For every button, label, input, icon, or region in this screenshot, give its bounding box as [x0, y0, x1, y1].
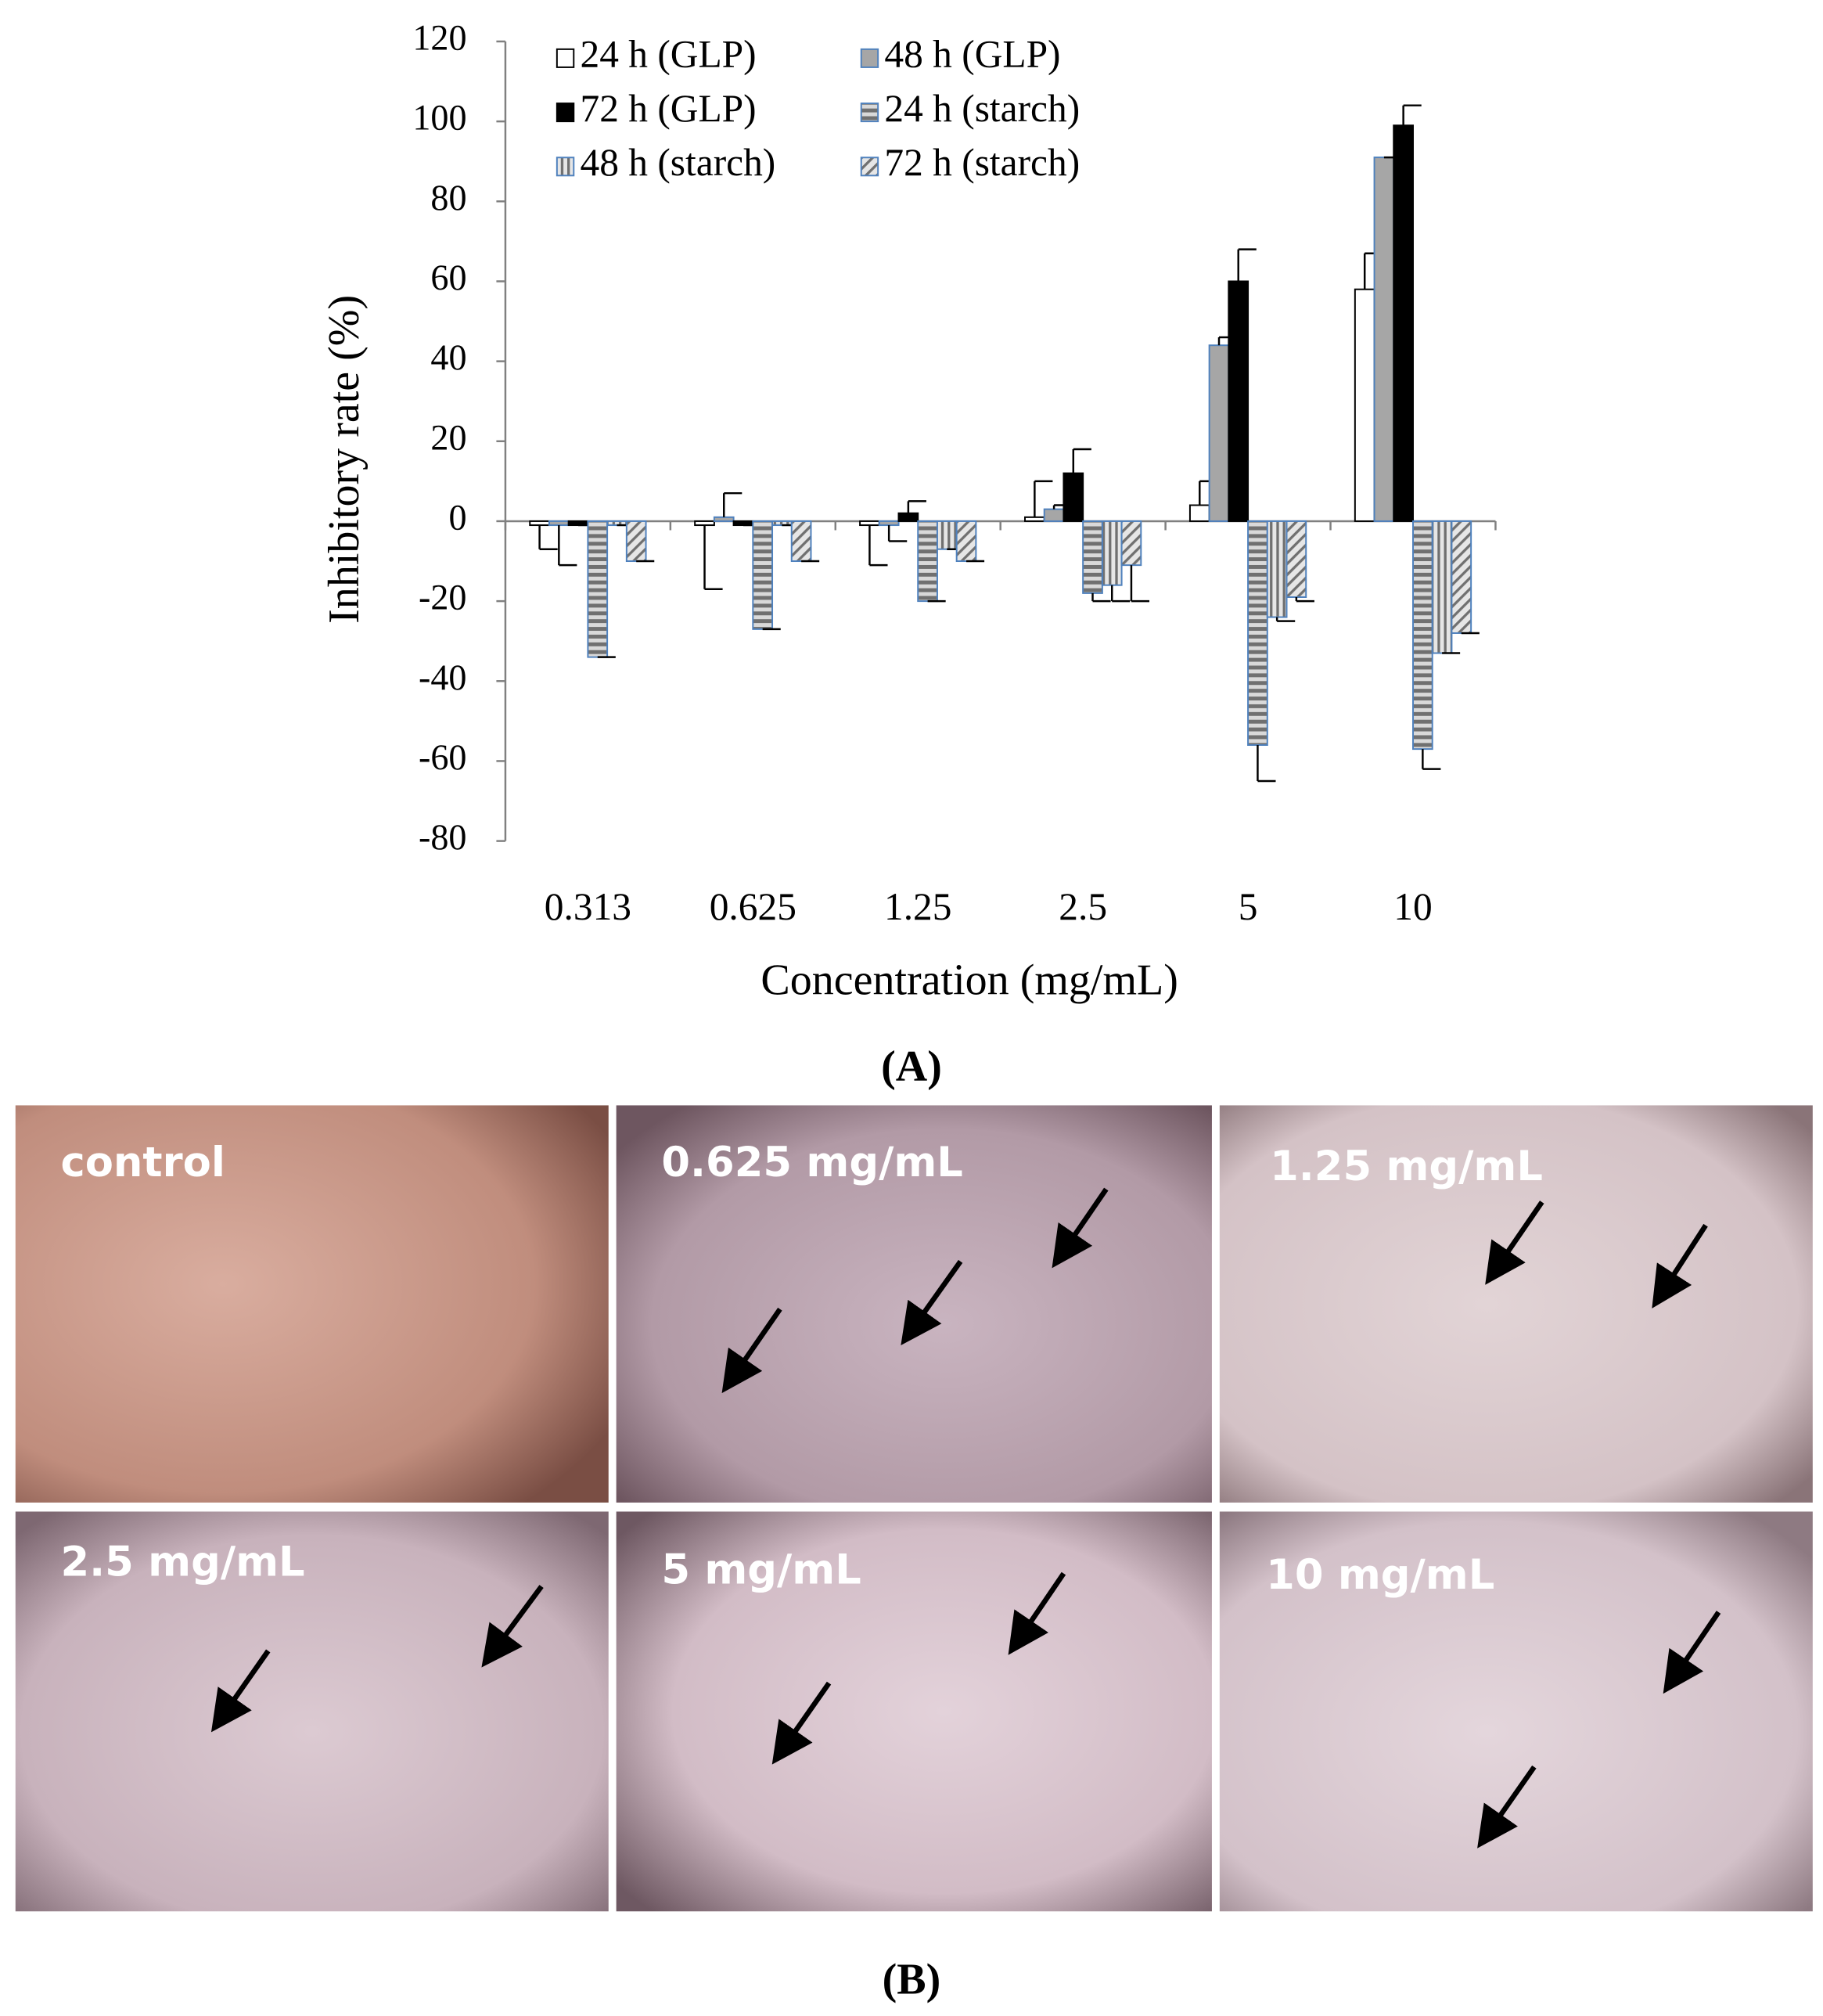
bar [936, 520, 958, 550]
y-tick-label: 120 [412, 18, 466, 58]
error-bar [1422, 749, 1441, 770]
x-tick-label: 5 [1239, 885, 1258, 928]
error-bar [1091, 592, 1111, 603]
micrograph [1219, 1105, 1813, 1503]
bar [1247, 520, 1268, 747]
panel-label: (B) [883, 1955, 941, 2003]
bar [752, 520, 774, 630]
bar [1412, 520, 1433, 751]
bar [1120, 520, 1142, 567]
bar [1101, 520, 1123, 586]
micrograph-label: 2.5 mg/mL [60, 1539, 304, 1586]
bar [1431, 520, 1453, 654]
bar [1188, 504, 1210, 522]
bar [587, 520, 609, 658]
bar [1208, 344, 1230, 522]
bar [548, 520, 570, 527]
y-tick-label: 40 [430, 337, 466, 377]
x-axis-title: Concentration (mg/mL) [760, 956, 1178, 1004]
x-tick-label: 10 [1393, 885, 1432, 928]
error-bar [868, 525, 888, 567]
y-axis-title: Inhibitory rate (%) [320, 295, 369, 624]
y-tick-label: -80 [419, 817, 467, 857]
legend-swatch [556, 48, 575, 68]
bar [625, 520, 647, 563]
legend-swatch [556, 103, 575, 123]
legend-swatch [860, 157, 879, 177]
legend-swatch [556, 157, 575, 177]
error-bar [1257, 745, 1276, 783]
error-bar [1402, 104, 1422, 126]
legend-label: 72 h (starch) [884, 141, 1080, 184]
error-bar [703, 525, 723, 591]
error-bar [1130, 565, 1150, 603]
error-bar [1034, 480, 1053, 517]
bar [917, 520, 938, 603]
legend-label: 48 h (starch) [581, 141, 776, 184]
micrograph [616, 1511, 1212, 1912]
panel-label: (A) [881, 1042, 942, 1091]
bar [1285, 520, 1307, 598]
error-bar [1275, 617, 1296, 622]
x-tick-label: 0.313 [545, 885, 631, 928]
x-tick-label: 1.25 [884, 885, 952, 928]
error-bar [538, 525, 558, 550]
bar [1082, 520, 1103, 594]
bar [1451, 520, 1472, 634]
legend-swatch [860, 103, 879, 123]
bar [859, 520, 880, 527]
bar [1393, 124, 1414, 522]
legend-label: 24 h (GLP) [581, 33, 757, 76]
bar [713, 516, 735, 522]
y-tick-label: 100 [412, 98, 466, 138]
error-bar [1295, 597, 1314, 603]
y-tick-label: -20 [419, 578, 467, 617]
error-bar [1237, 248, 1257, 282]
bar [1266, 520, 1288, 618]
error-bar [1110, 585, 1131, 603]
x-tick-label: 2.5 [1059, 885, 1107, 928]
y-tick-label: 60 [430, 257, 466, 297]
error-bar [723, 491, 743, 517]
bar [1373, 157, 1395, 522]
y-tick-label: -60 [419, 737, 467, 777]
error-bar [558, 525, 577, 567]
legend-swatch [860, 48, 879, 68]
bar [1063, 472, 1084, 522]
error-bar [907, 500, 926, 513]
arrows [210, 1187, 1721, 1849]
micrograph-label: 10 mg/mL [1266, 1551, 1494, 1599]
micrograph [15, 1511, 609, 1912]
legend-label: 72 h (GLP) [581, 87, 757, 130]
x-tick-label: 0.625 [710, 885, 796, 928]
bar [878, 520, 900, 527]
error-bar [887, 525, 908, 542]
y-tick-label: 20 [430, 417, 466, 457]
y-tick-label: 80 [430, 178, 466, 218]
bar [694, 520, 715, 527]
y-tick-label: -40 [419, 657, 467, 697]
bar [1228, 280, 1249, 522]
micrograph-label: control [60, 1139, 225, 1186]
bar [1043, 508, 1065, 522]
y-tick-label: 0 [448, 498, 466, 538]
micrograph-label: 5 mg/mL [661, 1546, 861, 1594]
bar [529, 520, 550, 527]
bar [790, 520, 812, 563]
legend-label: 48 h (GLP) [884, 33, 1060, 76]
micrograph [15, 1105, 609, 1503]
bar [955, 520, 977, 563]
micrograph-label: 1.25 mg/mL [1270, 1143, 1543, 1190]
micrographs: control 0.625 mg/mL 1.25 mg/mL 2.5 mg/mL… [15, 1105, 1813, 1912]
bar [897, 512, 919, 522]
legend-label: 24 h (starch) [884, 87, 1080, 130]
micrograph-label: 0.625 mg/mL [661, 1139, 963, 1186]
bar [1354, 288, 1375, 522]
error-bar [1072, 448, 1091, 473]
bar [1024, 516, 1045, 522]
